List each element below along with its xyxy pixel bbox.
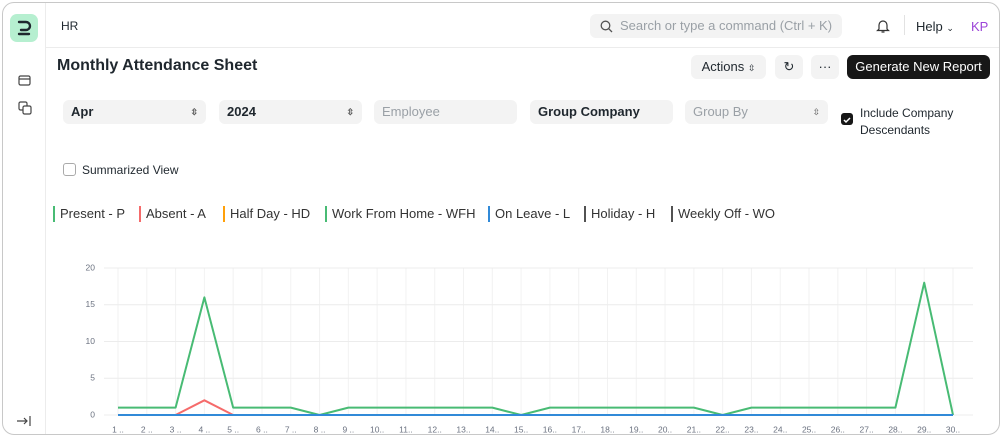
x-tick-label: 30.. [946,424,960,433]
x-tick-label: 3 .. [170,424,182,433]
month-filter[interactable]: Apr ⇳ [63,100,206,124]
more-button[interactable]: ··· [811,55,839,79]
logo-mark [17,20,32,36]
x-tick-label: 25.. [802,424,816,433]
x-tick-label: 23.. [744,424,758,433]
x-tick-label: 15.. [514,424,528,433]
x-tick-label: 13.. [456,424,470,433]
y-tick-label: 10 [86,336,96,346]
x-tick-label: 7 .. [285,424,297,433]
search-icon [600,20,613,33]
x-tick-label: 29.. [917,424,931,433]
x-tick-label: 26.. [831,424,845,433]
legend-item: Weekly Off - WO [671,206,775,222]
x-tick-label: 24.. [773,424,787,433]
x-tick-label: 19.. [629,424,643,433]
search-bar[interactable]: Search or type a command (Ctrl + K) [590,14,842,38]
summarized-view-label: Summarized View [82,163,179,177]
x-tick-label: 27.. [860,424,874,433]
legend-item: On Leave - L [488,206,570,222]
include-descendants-label: Include Company Descendants [860,106,954,137]
series-line [118,281,954,416]
help-label: Help [916,19,943,34]
notifications[interactable] [876,18,890,34]
x-tick-label: 22.. [716,424,730,433]
refresh-button[interactable]: ↻ [775,55,803,79]
x-tick-label: 11.. [399,424,413,433]
y-tick-label: 5 [90,373,95,383]
legend-item: Absent - A [139,206,206,222]
x-tick-label: 14.. [485,424,499,433]
workspace-icon[interactable] [17,73,33,89]
reports-icon[interactable] [17,100,33,116]
breadcrumb[interactable]: HR [61,19,79,33]
group-by-placeholder: Group By [693,104,748,119]
help-menu[interactable]: Help ⌄ [916,19,954,34]
x-tick-label: 1 .. [112,424,124,433]
legend-item: Holiday - H [584,206,655,222]
y-tick-label: 0 [90,409,95,419]
x-tick-label: 9 .. [342,424,354,433]
summarized-view-checkbox[interactable] [63,163,76,176]
x-tick-label: 28.. [888,424,902,433]
month-value: Apr [71,104,94,119]
x-tick-label: 16.. [543,424,557,433]
legend-item: Half Day - HD [223,206,310,222]
x-tick-label: 10.. [370,424,384,433]
navbar: HR Search or type a command (Ctrl + K) H… [46,3,999,48]
divider [904,15,905,35]
page-title: Monthly Attendance Sheet [57,57,258,74]
legend-item: Work From Home - WFH [325,206,475,222]
sidebar [3,3,46,434]
x-tick-label: 21.. [687,424,701,433]
avatar[interactable]: KP [971,19,989,34]
x-tick-label: 18.. [600,424,614,433]
x-tick-label: 5 .. [227,424,239,433]
app-logo[interactable] [10,14,38,42]
group-by-filter[interactable]: Group By ⇳ [685,100,828,124]
include-descendants-checkbox[interactable] [841,113,853,125]
employee-filter[interactable]: Employee [374,100,517,124]
year-filter[interactable]: 2024 ⇳ [219,100,362,124]
x-tick-label: 8 .. [314,424,326,433]
x-tick-label: 20.. [658,424,672,433]
search-placeholder: Search or type a command (Ctrl + K) [620,18,833,33]
y-tick-label: 20 [86,262,96,272]
actions-button[interactable]: Actions ⇳ [691,55,766,79]
year-value: 2024 [227,104,256,119]
collapse-sidebar[interactable] [15,414,33,428]
x-tick-label: 6 .. [256,424,268,433]
attendance-chart: 0 5 10 15 20 1 .. 2 .. 3 .. 4 .. 5 .. 6 .. 7 .. 8 ..… [86,262,973,433]
actions-label: Actions [701,59,745,74]
x-tick-label: 4 .. [198,424,210,433]
company-filter[interactable]: Group Company [530,100,673,124]
generate-report-button[interactable]: Generate New Report [847,55,990,79]
legend-item: Present - P [53,206,125,222]
x-tick-label: 2 .. [141,424,153,433]
y-tick-label: 15 [86,299,96,309]
x-tick-label: 12.. [428,424,442,433]
x-tick-label: 17.. [572,424,586,433]
check-icon [843,117,851,124]
